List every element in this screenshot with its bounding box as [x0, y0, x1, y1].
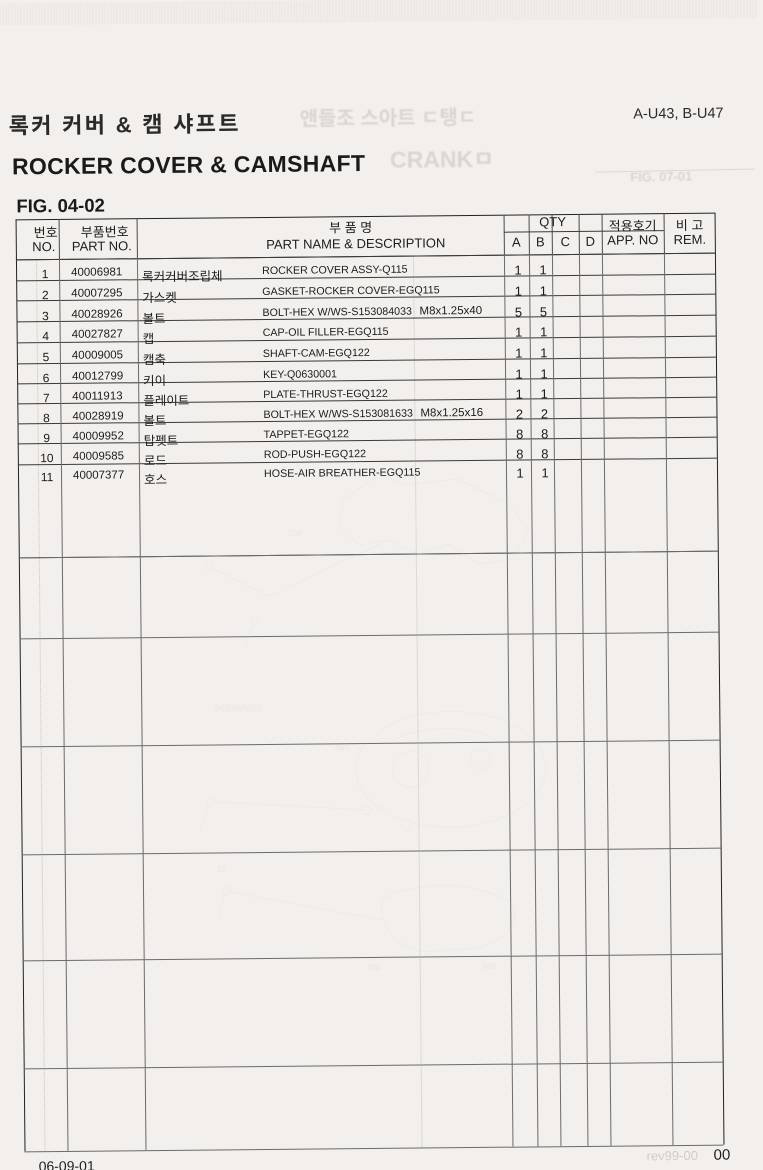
svg-text:502: 502	[483, 962, 497, 971]
svg-text:108: 108	[289, 529, 303, 538]
svg-text:FORWARD: FORWARD	[215, 703, 262, 713]
svg-text:16: 16	[217, 864, 227, 873]
svg-text:505: 505	[368, 963, 382, 972]
svg-text:207: 207	[336, 743, 350, 752]
